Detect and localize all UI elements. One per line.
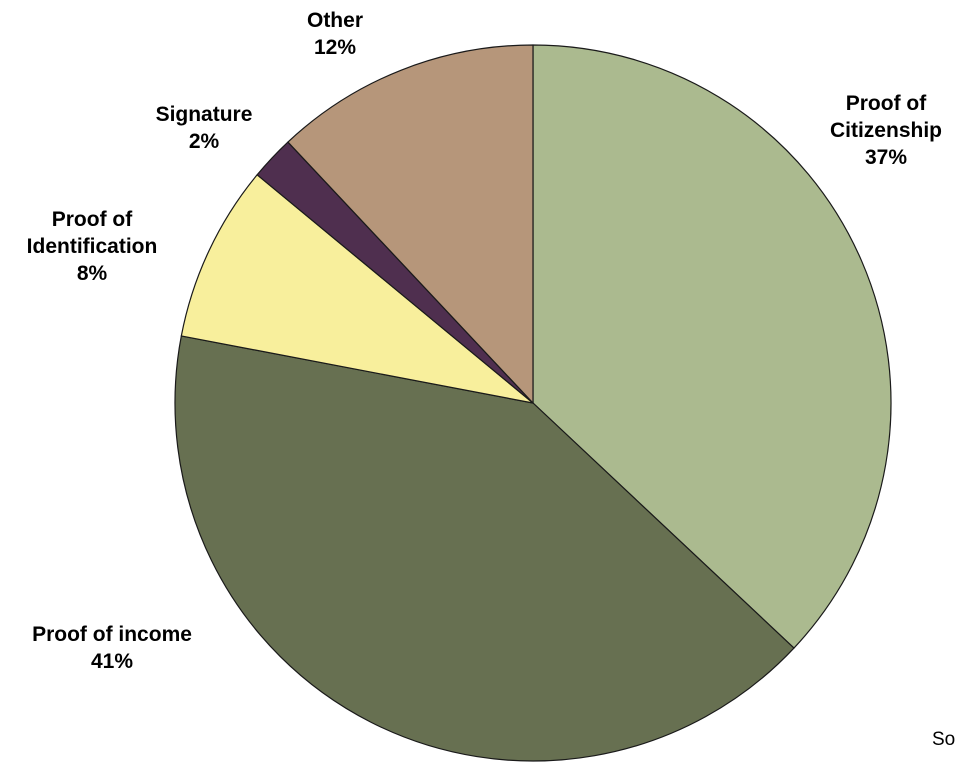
- slice-percent-label: 8%: [77, 262, 108, 285]
- slice-name-label: Other: [307, 9, 363, 32]
- slice-percent-label: 41%: [91, 650, 133, 673]
- slice-label-proof-of-identification: Proof of Identification 8%: [27, 208, 158, 285]
- slice-labels: Proof of Citizenship 37% Proof of income 41%…: [27, 9, 942, 673]
- slice-label-proof-of-income: Proof of income 41%: [32, 623, 192, 673]
- slice-percent-label: 37%: [865, 146, 907, 169]
- pie-slice-other: [287, 44, 534, 404]
- pie-slice-proof-of-income: [174, 335, 795, 762]
- slice-percent-label: 2%: [189, 130, 220, 153]
- pie-slice-proof-of-citizenship: [532, 44, 892, 649]
- slice-name-label: Proof of income: [32, 623, 192, 646]
- slice-label-other: Other 12%: [307, 9, 363, 59]
- pie-slices: [174, 44, 892, 762]
- slice-label-signature: Signature 2%: [156, 103, 253, 153]
- slice-name-label: Proof of: [846, 92, 927, 115]
- pie-slice-proof-of-identification: [180, 174, 534, 404]
- slice-name-label: Identification: [27, 235, 158, 258]
- slice-name-label: Citizenship: [830, 119, 942, 142]
- slice-label-proof-of-citizenship: Proof of Citizenship 37%: [830, 92, 942, 169]
- slice-name-label: Proof of: [52, 208, 133, 231]
- slice-name-label: Signature: [156, 103, 253, 126]
- slice-percent-label: 12%: [314, 36, 356, 59]
- source-note-fragment: So: [932, 729, 955, 750]
